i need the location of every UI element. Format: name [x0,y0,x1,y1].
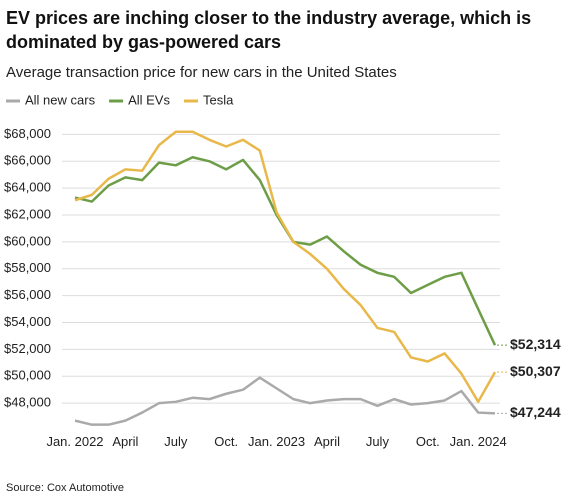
value-label: $47,244 [510,404,561,420]
series-line [74,156,497,346]
y-tick-label: $68,000 [4,126,51,141]
value-label: $52,314 [510,336,561,352]
y-tick-label: $48,000 [4,395,51,410]
y-tick-label: $60,000 [4,233,51,248]
source: Source: Cox Automotive [6,482,124,494]
legend-label: Tesla [203,92,234,107]
x-tick-label: Jan. 2023 [248,434,306,449]
y-tick-label: $52,000 [4,341,51,356]
y-tick-label: $58,000 [4,260,51,275]
y-tick-label: $56,000 [4,287,51,302]
x-tick-label: Oct. [415,434,440,449]
y-tick-label: $64,000 [4,180,51,195]
x-tick-label: Jan. 2024 [449,434,507,449]
chart-title: EV prices are inching closer to the indu… [6,8,532,52]
legend-label: All new cars [25,92,96,107]
x-tick-label: July [365,434,389,449]
y-tick-label: $66,000 [4,153,51,168]
series-line [74,130,497,404]
y-tick-label: $50,000 [4,368,51,383]
chart-subtitle: Average transaction price for new cars i… [6,64,397,81]
x-tick-label: Oct. [214,434,239,449]
x-tick-label: April [112,434,139,449]
legend-label: All EVs [128,92,170,107]
y-tick-label: $54,000 [4,314,51,329]
x-tick-label: Jan. 2022 [46,434,104,449]
series-line [74,376,496,426]
value-label: $50,307 [510,363,561,379]
y-tick-label: $62,000 [4,206,51,221]
x-tick-label: April [313,434,340,449]
x-tick-label: July [164,434,188,449]
